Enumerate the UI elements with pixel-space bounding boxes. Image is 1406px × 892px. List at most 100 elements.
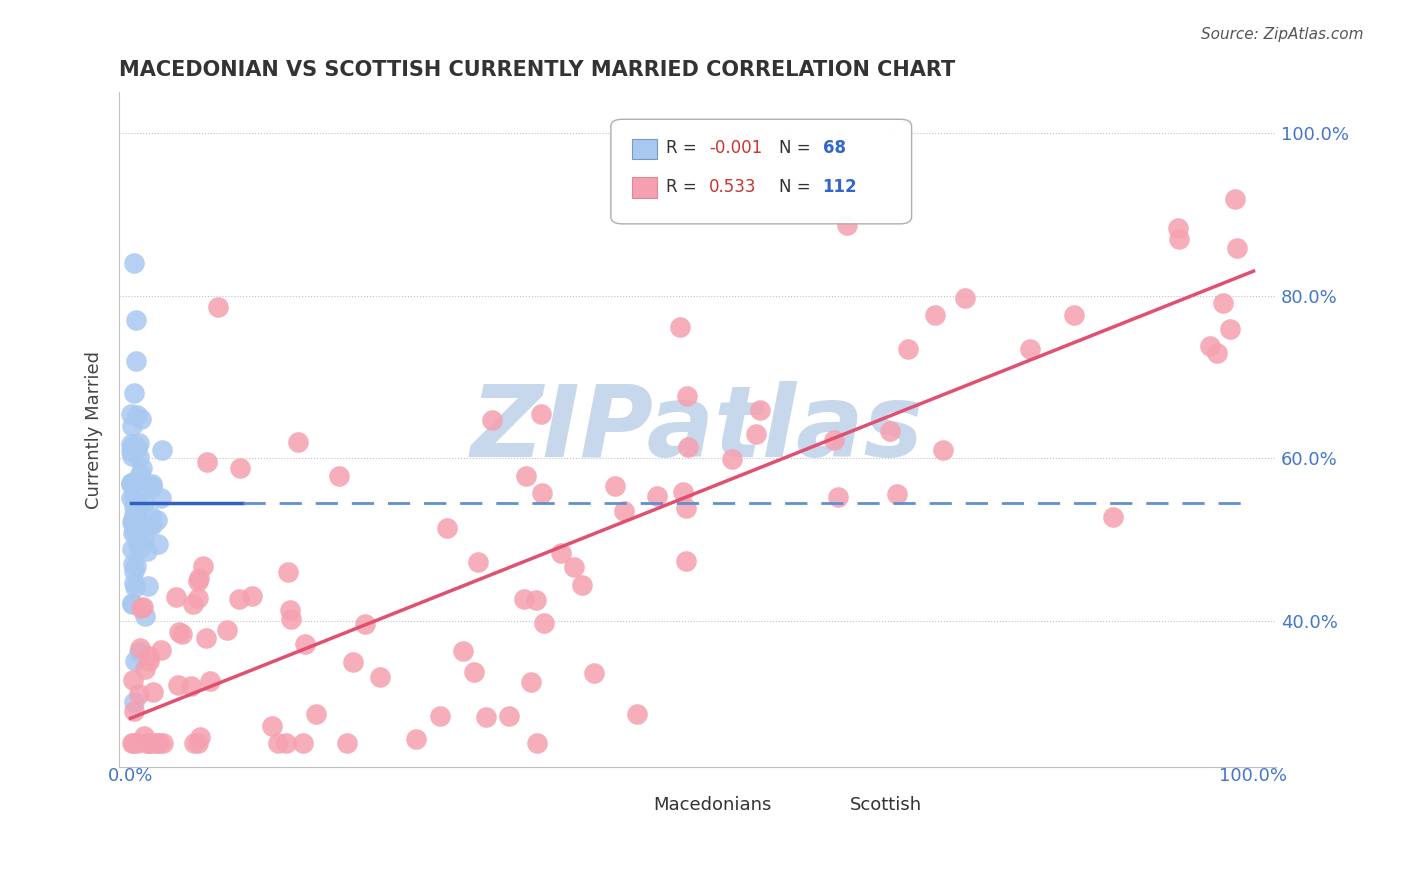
Text: MACEDONIAN VS SCOTTISH CURRENTLY MARRIED CORRELATION CHART: MACEDONIAN VS SCOTTISH CURRENTLY MARRIED… xyxy=(120,60,956,79)
Point xyxy=(129,601,152,615)
Point xyxy=(1102,510,1125,524)
Point xyxy=(128,645,150,659)
Point xyxy=(122,491,145,505)
Point xyxy=(287,435,309,450)
Point xyxy=(122,704,145,718)
Point xyxy=(136,736,159,750)
Point xyxy=(124,558,146,573)
Point xyxy=(571,578,593,592)
Point xyxy=(120,491,142,505)
Point xyxy=(515,469,537,483)
Point xyxy=(305,706,328,721)
Point xyxy=(613,504,636,518)
Point xyxy=(405,731,427,746)
Point xyxy=(121,557,143,571)
Point xyxy=(953,292,976,306)
Point xyxy=(267,736,290,750)
Point xyxy=(533,615,555,630)
Text: R =: R = xyxy=(666,139,703,157)
Point xyxy=(1206,346,1229,360)
Point xyxy=(138,649,160,664)
Point xyxy=(924,308,946,322)
Point xyxy=(121,516,143,530)
Point xyxy=(127,441,149,455)
Point xyxy=(125,525,148,540)
Point xyxy=(626,707,648,722)
Point xyxy=(353,617,375,632)
Point xyxy=(550,545,572,559)
Point xyxy=(120,437,142,451)
Point xyxy=(181,597,204,611)
Point xyxy=(136,579,159,593)
Point xyxy=(128,450,150,464)
Point xyxy=(1167,221,1189,235)
Point xyxy=(562,559,585,574)
Point xyxy=(436,521,458,535)
FancyBboxPatch shape xyxy=(631,178,657,197)
Point xyxy=(127,536,149,550)
Point xyxy=(278,603,301,617)
Text: Scottish: Scottish xyxy=(851,796,922,814)
Point xyxy=(463,665,485,679)
Point xyxy=(121,596,143,610)
Point xyxy=(668,320,690,334)
Point xyxy=(121,513,143,527)
Point xyxy=(127,507,149,521)
Point xyxy=(122,500,145,514)
Point xyxy=(122,256,145,270)
Text: N =: N = xyxy=(779,178,815,195)
Point xyxy=(124,580,146,594)
FancyBboxPatch shape xyxy=(631,139,657,159)
Point xyxy=(183,736,205,750)
Point xyxy=(1223,192,1246,206)
Text: 0.0%: 0.0% xyxy=(108,767,153,785)
Point xyxy=(194,631,217,645)
Point xyxy=(526,736,548,750)
Point xyxy=(529,408,551,422)
Point xyxy=(146,537,169,551)
Point xyxy=(125,524,148,539)
Point xyxy=(125,353,148,368)
Point xyxy=(141,518,163,533)
Point xyxy=(217,623,239,637)
Point xyxy=(342,655,364,669)
Point xyxy=(134,533,156,547)
Point xyxy=(131,522,153,536)
Point xyxy=(277,566,299,580)
Point xyxy=(121,477,143,491)
Point xyxy=(125,475,148,490)
Point xyxy=(128,498,150,512)
Point xyxy=(121,440,143,454)
Point xyxy=(274,736,297,750)
Point xyxy=(138,517,160,532)
Point xyxy=(260,718,283,732)
Point xyxy=(122,526,145,541)
Point xyxy=(148,736,170,750)
Point xyxy=(195,455,218,469)
Point xyxy=(823,434,845,448)
Point xyxy=(886,487,908,501)
Point xyxy=(166,677,188,691)
Point xyxy=(134,729,156,743)
Point xyxy=(141,477,163,491)
Point xyxy=(167,625,190,640)
Point xyxy=(645,489,668,503)
Point xyxy=(187,736,209,750)
Point xyxy=(120,407,142,421)
Point xyxy=(146,513,169,527)
Point xyxy=(135,543,157,558)
Point xyxy=(749,403,772,417)
Text: Source: ZipAtlas.com: Source: ZipAtlas.com xyxy=(1201,27,1364,42)
Point xyxy=(897,342,920,356)
Point xyxy=(603,479,626,493)
Point xyxy=(122,386,145,401)
Point xyxy=(368,671,391,685)
Point xyxy=(120,443,142,458)
Point xyxy=(128,534,150,549)
Point xyxy=(142,685,165,699)
Text: N =: N = xyxy=(779,139,815,157)
Point xyxy=(134,662,156,676)
Point xyxy=(145,736,167,750)
Point xyxy=(675,501,697,516)
Point xyxy=(676,440,699,454)
